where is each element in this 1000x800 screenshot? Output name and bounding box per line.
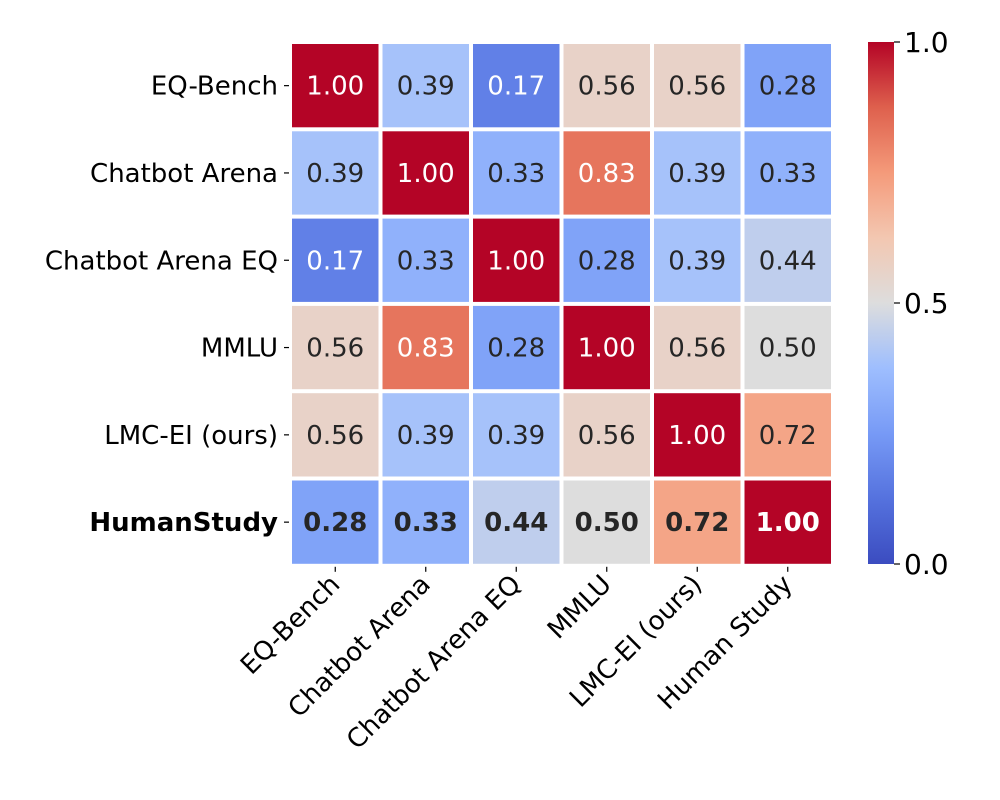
cell-value-label: 0.28 <box>303 508 367 538</box>
heatmap-cells: 1.00 0.39 0.17 0.56 0.56 0.28 0.39 1.00 0.33 0.83… <box>292 44 831 564</box>
heatmap-cell <box>473 131 560 215</box>
cell-value-label: 0.39 <box>397 421 455 451</box>
heatmap-cell <box>744 131 831 215</box>
row-labels: EQ-Bench Chatbot Arena Chatbot Arena EQ MML… <box>45 72 289 538</box>
heatmap-cell <box>563 480 650 564</box>
cell-value-label: 0.39 <box>487 421 545 451</box>
cell-value-label: 1.00 <box>397 159 455 189</box>
heatmap-cell <box>563 44 650 128</box>
heatmap-cell <box>654 44 741 128</box>
heatmap-cell <box>744 305 831 390</box>
heatmap-cell <box>382 131 469 215</box>
heatmap-cell <box>744 44 831 128</box>
heatmap-cell <box>292 218 379 302</box>
heatmap-cell <box>382 393 469 477</box>
heatmap-cell <box>382 480 469 564</box>
cell-value-label: 0.56 <box>578 421 636 451</box>
colorbar-tick-label: 1.0 <box>904 26 949 59</box>
cell-value-label: 1.00 <box>306 72 364 102</box>
heatmap-cell <box>473 480 560 564</box>
heatmap-cell <box>744 218 831 302</box>
cell-value-label: 0.56 <box>668 72 726 102</box>
heatmap-cell <box>744 393 831 477</box>
column-label: MMLU <box>542 570 618 646</box>
heatmap-cell <box>382 44 469 128</box>
cell-value-label: 0.72 <box>665 508 729 538</box>
cell-value-label: 1.00 <box>487 246 545 276</box>
heatmap-cell <box>654 218 741 302</box>
colorbar-tick-label: 0.5 <box>904 287 949 320</box>
heatmap-cell <box>292 305 379 390</box>
cell-value-label: 0.83 <box>397 334 455 364</box>
cell-value-label: 0.50 <box>759 334 817 364</box>
cell-value-label: 1.00 <box>578 334 636 364</box>
cell-value-label: 0.33 <box>394 508 458 538</box>
cell-value-label: 0.56 <box>578 72 636 102</box>
heatmap-cell <box>382 305 469 390</box>
cell-value-label: 0.72 <box>759 421 817 451</box>
cell-value-label: 1.00 <box>756 508 820 538</box>
heatmap-cell <box>292 393 379 477</box>
heatmap-cell <box>292 480 379 564</box>
cell-value-label: 0.50 <box>575 508 639 538</box>
heatmap-cell <box>382 218 469 302</box>
cell-value-label: 0.33 <box>759 159 817 189</box>
heatmap-cell <box>563 305 650 390</box>
cell-value-label: 1.00 <box>668 421 726 451</box>
heatmap-cell <box>654 480 741 564</box>
heatmap-cell <box>473 305 560 390</box>
cell-value-label: 0.39 <box>306 159 364 189</box>
cell-value-label: 0.28 <box>578 246 636 276</box>
colorbar-tick-label: 0.0 <box>904 548 949 581</box>
heatmap-cell <box>654 131 741 215</box>
heatmap-cell <box>654 393 741 477</box>
cell-value-label: 0.28 <box>487 334 545 364</box>
cell-value-label: 0.83 <box>578 159 636 189</box>
cell-value-label: 0.33 <box>487 159 545 189</box>
cell-value-label: 0.39 <box>668 159 726 189</box>
row-label: Chatbot Arena <box>90 159 278 189</box>
row-label: MMLU <box>201 334 278 364</box>
colorbar-gradient <box>868 42 894 564</box>
row-label: HumanStudy <box>89 508 278 538</box>
heatmap-cell <box>654 305 741 390</box>
heatmap-cell <box>563 218 650 302</box>
cell-value-label: 0.33 <box>397 246 455 276</box>
column-label: Chatbot Arena EQ <box>341 570 527 756</box>
heatmap-cell <box>563 393 650 477</box>
row-label: Chatbot Arena EQ <box>45 246 278 276</box>
heatmap-cell <box>473 218 560 302</box>
cell-value-label: 0.39 <box>668 246 726 276</box>
heatmap-cell <box>473 44 560 128</box>
heatmap-cell <box>744 480 831 564</box>
cell-value-label: 0.17 <box>487 72 545 102</box>
cell-value-label: 0.44 <box>759 246 817 276</box>
cell-value-label: 0.17 <box>306 246 364 276</box>
cell-value-label: 0.56 <box>668 334 726 364</box>
cell-value-label: 0.56 <box>306 421 364 451</box>
row-label: EQ-Bench <box>151 72 278 102</box>
cell-value-label: 0.28 <box>759 72 817 102</box>
cell-value-label: 0.56 <box>306 334 364 364</box>
cell-value-label: 0.44 <box>484 508 548 538</box>
heatmap-cell <box>292 44 379 128</box>
row-label: LMC-EI (ours) <box>104 421 278 451</box>
heatmap-cell <box>292 131 379 215</box>
colorbar: 0.0 0.5 1.0 <box>868 26 949 581</box>
cell-value-label: 0.39 <box>397 72 455 102</box>
heatmap-cell <box>563 131 650 215</box>
heatmap-cell <box>473 393 560 477</box>
